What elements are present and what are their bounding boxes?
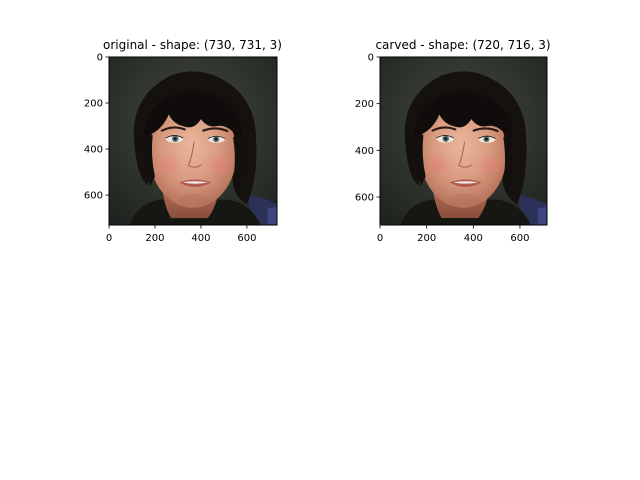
y-tick-label: 200	[355, 99, 374, 110]
y-tick-label: 600	[84, 191, 103, 202]
x-axis: 0 200 400 600	[377, 225, 529, 244]
y-tick-label: 0	[97, 53, 103, 64]
subplot-title: original - shape: (730, 731, 3)	[103, 38, 282, 52]
subplot-original: original - shape: (730, 731, 3) 0 200 400 6…	[84, 38, 282, 244]
y-tick-label: 0	[368, 53, 374, 64]
y-tick-label: 200	[84, 99, 103, 110]
x-axis: 0 200 400 600	[106, 225, 256, 244]
image-original	[109, 57, 277, 225]
x-tick-label: 600	[510, 233, 529, 244]
subplot-carved: carved - shape: (720, 716, 3) 0 200 400 600…	[355, 38, 551, 244]
image-carved	[380, 57, 547, 225]
x-tick-label: 600	[237, 233, 256, 244]
x-tick-label: 400	[191, 233, 210, 244]
x-tick-label: 0	[377, 233, 383, 244]
axes-frame	[108, 56, 278, 226]
y-tick-label: 400	[84, 145, 103, 156]
y-tick-label: 400	[355, 146, 374, 157]
y-axis: 0 200 400 600	[355, 53, 380, 204]
axes-frame	[379, 56, 548, 226]
x-tick-label: 400	[464, 233, 483, 244]
y-tick-label: 600	[355, 193, 374, 204]
y-axis: 0 200 400 600	[84, 53, 109, 202]
x-tick-label: 200	[145, 233, 164, 244]
x-tick-label: 200	[417, 233, 436, 244]
x-tick-label: 0	[106, 233, 112, 244]
subplot-title: carved - shape: (720, 716, 3)	[375, 38, 550, 52]
